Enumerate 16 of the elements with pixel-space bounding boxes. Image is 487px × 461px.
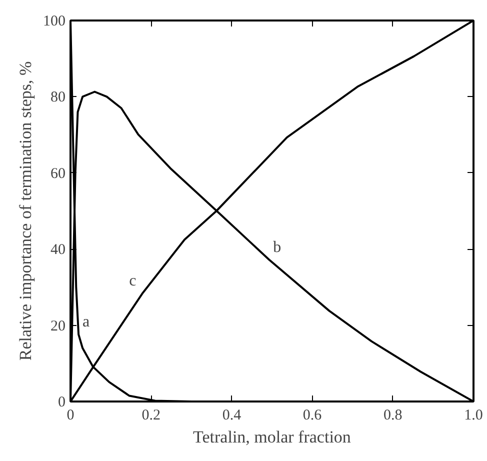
y-tick-label: 60 xyxy=(50,166,66,182)
x-tick-label: 0.8 xyxy=(384,408,402,424)
y-tick-label: 0 xyxy=(58,394,66,410)
x-tick-label: 0.4 xyxy=(222,408,242,424)
x-tick-label: 0.6 xyxy=(302,408,322,424)
y-tick-label: 40 xyxy=(50,242,66,258)
y-tick-label: 80 xyxy=(50,90,66,106)
annotation: b xyxy=(273,238,282,256)
y-tick-label: 100 xyxy=(43,14,66,30)
y-axis-title: Relative importance of termination steps, % xyxy=(16,61,35,361)
x-tick-label: 0.2 xyxy=(142,408,160,424)
annotation: c xyxy=(129,272,136,290)
y-tick-label: 20 xyxy=(50,318,66,334)
x-axis-title: Tetralin, molar fraction xyxy=(193,428,352,446)
annotation: a xyxy=(82,313,90,330)
text: 1.0 xyxy=(464,408,483,424)
